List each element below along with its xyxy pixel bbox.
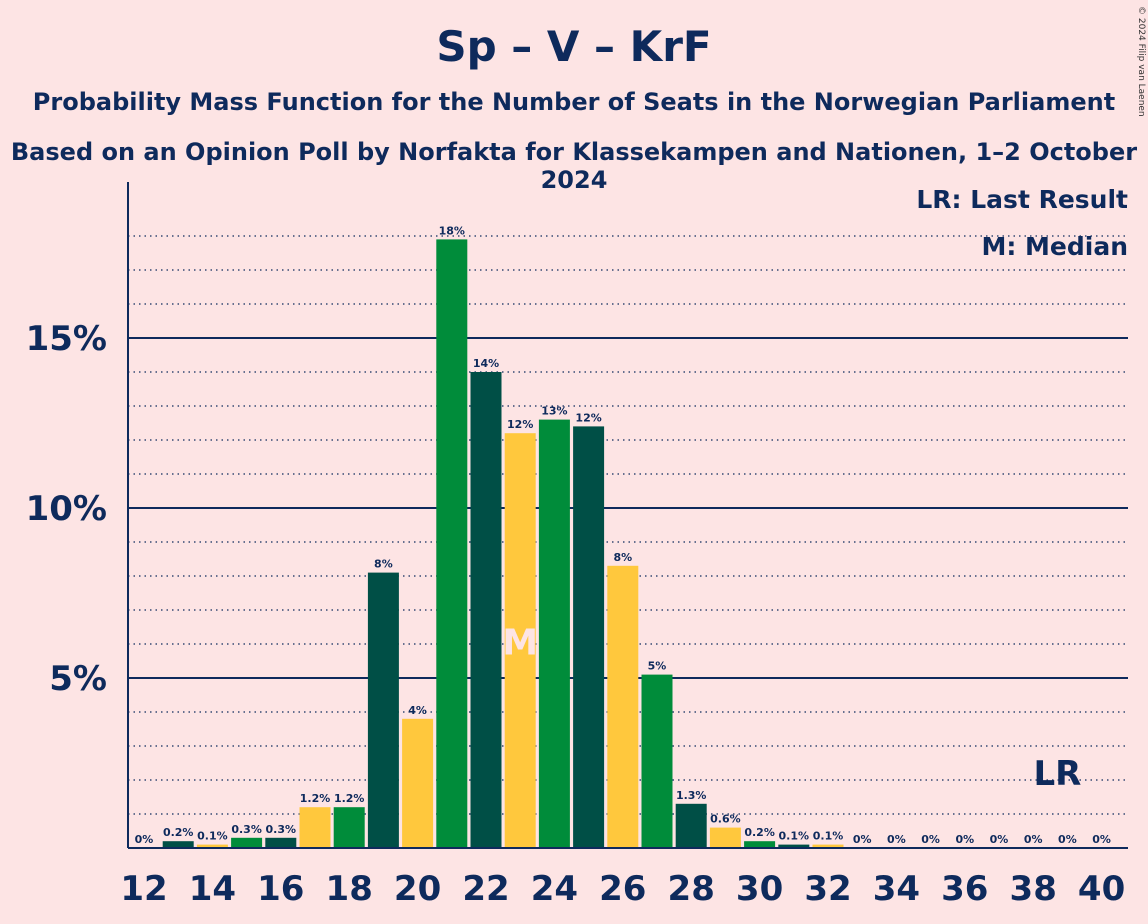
- bar-seat-13: [162, 841, 194, 848]
- bar-value-label: 0%: [135, 833, 154, 846]
- bar-seat-32: [812, 844, 844, 848]
- bar-seat-19: [367, 572, 399, 848]
- bar-value-label: 18%: [439, 224, 465, 237]
- x-tick-label: 22: [462, 869, 509, 909]
- last-result-marker: LR: [1033, 754, 1081, 794]
- bar-value-label: 12%: [575, 411, 601, 424]
- legend-last-result: LR: Last Result: [916, 185, 1128, 214]
- bar-value-label: 12%: [507, 418, 533, 431]
- x-tick-label: 28: [668, 869, 715, 909]
- bar-seat-16: [265, 837, 297, 848]
- bar-value-label: 13%: [541, 405, 567, 418]
- bar-value-label: 0.1%: [197, 830, 228, 843]
- x-tick-label: 30: [736, 869, 783, 909]
- bar-value-label: 0.6%: [710, 813, 741, 826]
- bar-value-label: 0%: [1058, 833, 1077, 846]
- bar-value-label: 1.2%: [300, 792, 331, 805]
- x-tick-label: 32: [804, 869, 851, 909]
- x-tick-label: 18: [326, 869, 373, 909]
- bar-value-label: 5%: [648, 660, 667, 673]
- bar-seat-27: [641, 674, 673, 848]
- bar-seat-15: [231, 837, 263, 848]
- bar-value-label: 0%: [955, 833, 974, 846]
- x-tick-label: 26: [599, 869, 646, 909]
- median-marker: M: [502, 623, 538, 664]
- bar-seat-25: [573, 426, 605, 848]
- y-tick-label: 5%: [49, 659, 107, 699]
- bar-value-label: 4%: [408, 704, 427, 717]
- bar-seat-18: [333, 807, 365, 848]
- x-tick-label: 20: [394, 869, 441, 909]
- bar-value-label: 1.3%: [676, 789, 707, 802]
- bar-seat-30: [744, 841, 776, 848]
- bar-value-label: 0.2%: [163, 826, 194, 839]
- bar-seat-20: [402, 718, 434, 848]
- x-tick-label: 36: [941, 869, 988, 909]
- bar-seat-28: [675, 803, 707, 848]
- bar-seat-17: [299, 807, 331, 848]
- x-tick-label: 12: [120, 869, 167, 909]
- bar-value-label: 1.2%: [334, 792, 365, 805]
- bar-seat-31: [778, 844, 810, 848]
- bar-value-label: 0.2%: [744, 826, 775, 839]
- bar-value-label: 0%: [921, 833, 940, 846]
- bar-seat-24: [538, 419, 570, 848]
- bar-value-label: 0.3%: [266, 823, 297, 836]
- y-tick-label: 15%: [26, 319, 107, 359]
- bar-value-label: 0%: [990, 833, 1009, 846]
- bar-value-label: 0%: [887, 833, 906, 846]
- y-tick-label: 10%: [26, 489, 107, 529]
- bar-seat-22: [470, 372, 502, 848]
- chart-title: Sp – V – KrF: [436, 22, 712, 71]
- bar-value-label: 0.3%: [231, 823, 262, 836]
- bar-value-label: 0%: [1024, 833, 1043, 846]
- bar-value-label: 8%: [613, 551, 632, 564]
- bar-value-label: 0%: [1092, 833, 1111, 846]
- bar-value-label: 0.1%: [813, 830, 844, 843]
- chart-source-line: Based on an Opinion Poll by Norfakta for…: [10, 138, 1138, 194]
- bar-value-label: 14%: [473, 357, 499, 370]
- bar-seat-14: [196, 844, 228, 848]
- x-tick-label: 14: [189, 869, 236, 909]
- bar-seat-26: [607, 565, 639, 848]
- x-tick-label: 16: [257, 869, 304, 909]
- x-tick-label: 34: [873, 869, 920, 909]
- x-tick-label: 24: [531, 869, 578, 909]
- chart-subtitle: Probability Mass Function for the Number…: [32, 88, 1116, 116]
- bar-value-label: 8%: [374, 558, 393, 571]
- bar-value-label: 0%: [853, 833, 872, 846]
- x-tick-label: 40: [1078, 869, 1125, 909]
- bar-value-label: 0.1%: [779, 830, 810, 843]
- legend-median: M: Median: [981, 232, 1128, 261]
- x-tick-label: 38: [1010, 869, 1057, 909]
- bar-seat-21: [436, 239, 468, 848]
- bar-seat-23: [504, 433, 536, 848]
- bar-seat-29: [709, 827, 741, 848]
